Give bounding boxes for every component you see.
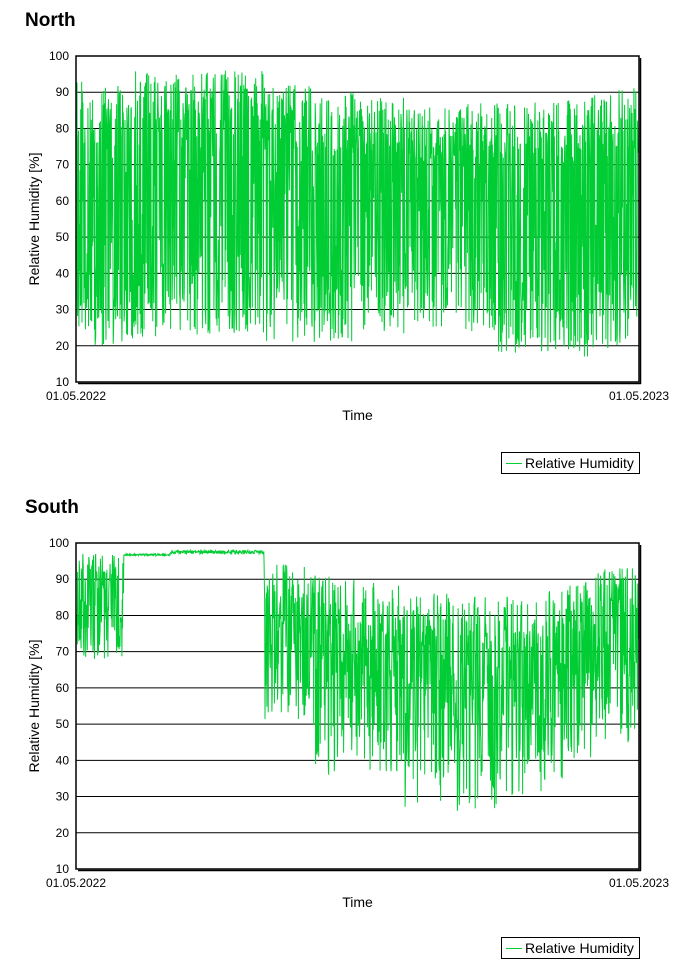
x-tick-label: 01.05.2023 bbox=[609, 876, 669, 890]
y-tick-label: 10 bbox=[56, 862, 70, 876]
y-tick-label: 50 bbox=[56, 230, 70, 244]
x-axis-label: Time bbox=[342, 407, 373, 423]
chart-south-svg: 10 20 30 40 50 60 70 80 90 100 01.05.2022 01.05.202… bbox=[26, 536, 669, 910]
y-tick-label: 20 bbox=[56, 339, 70, 353]
y-tick-label: 10 bbox=[56, 375, 70, 389]
chart-panel-south: South 10 20 30 40 50 60 70 80 90 100 01.05.2022 01.… bbox=[0, 487, 689, 974]
y-tick-label: 70 bbox=[56, 645, 70, 659]
y-tick-label: 60 bbox=[56, 194, 70, 208]
y-tick-label: 80 bbox=[56, 121, 70, 135]
y-tick-label: 20 bbox=[56, 826, 70, 840]
legend-label: Relative Humidity bbox=[525, 455, 634, 471]
x-tick-label: 01.05.2022 bbox=[46, 389, 106, 403]
y-tick-label: 100 bbox=[49, 536, 69, 550]
y-tick-label: 90 bbox=[56, 572, 70, 586]
chart-north-svg: 10 20 30 40 50 60 70 80 90 100 01.05.2022 01.05.202… bbox=[26, 49, 669, 423]
y-tick-label: 50 bbox=[56, 717, 70, 731]
plot-frame bbox=[75, 55, 640, 383]
legend-line-swatch bbox=[506, 462, 522, 464]
y-axis-label: Relative Humidity [%] bbox=[26, 639, 42, 772]
chart-title: South bbox=[25, 497, 79, 518]
series-line bbox=[76, 70, 639, 357]
y-tick-label: 40 bbox=[56, 266, 70, 280]
x-tick-label: 01.05.2022 bbox=[46, 876, 106, 890]
legend: Relative Humidity bbox=[501, 452, 640, 474]
plot-frame bbox=[75, 542, 640, 870]
legend-line-swatch bbox=[506, 947, 522, 949]
y-tick-label: 30 bbox=[56, 303, 70, 317]
series-line bbox=[76, 548, 639, 811]
y-axis-label: Relative Humidity [%] bbox=[26, 152, 42, 285]
y-tick-label: 40 bbox=[56, 753, 70, 767]
y-tick-label: 80 bbox=[56, 608, 70, 622]
chart-panel-north: North 10 20 30 40 50 60 70 80 90 100 01.05.2022 01.… bbox=[25, 10, 669, 474]
chart-title: North bbox=[25, 10, 76, 31]
y-tick-label: 100 bbox=[49, 49, 69, 63]
y-tick-label: 30 bbox=[56, 790, 70, 804]
legend: Relative Humidity bbox=[501, 937, 640, 959]
x-axis-label: Time bbox=[342, 894, 373, 910]
y-tick-label: 90 bbox=[56, 85, 70, 99]
x-tick-label: 01.05.2023 bbox=[609, 389, 669, 403]
y-tick-label: 60 bbox=[56, 681, 70, 695]
y-tick-label: 70 bbox=[56, 158, 70, 172]
legend-label: Relative Humidity bbox=[525, 940, 634, 956]
